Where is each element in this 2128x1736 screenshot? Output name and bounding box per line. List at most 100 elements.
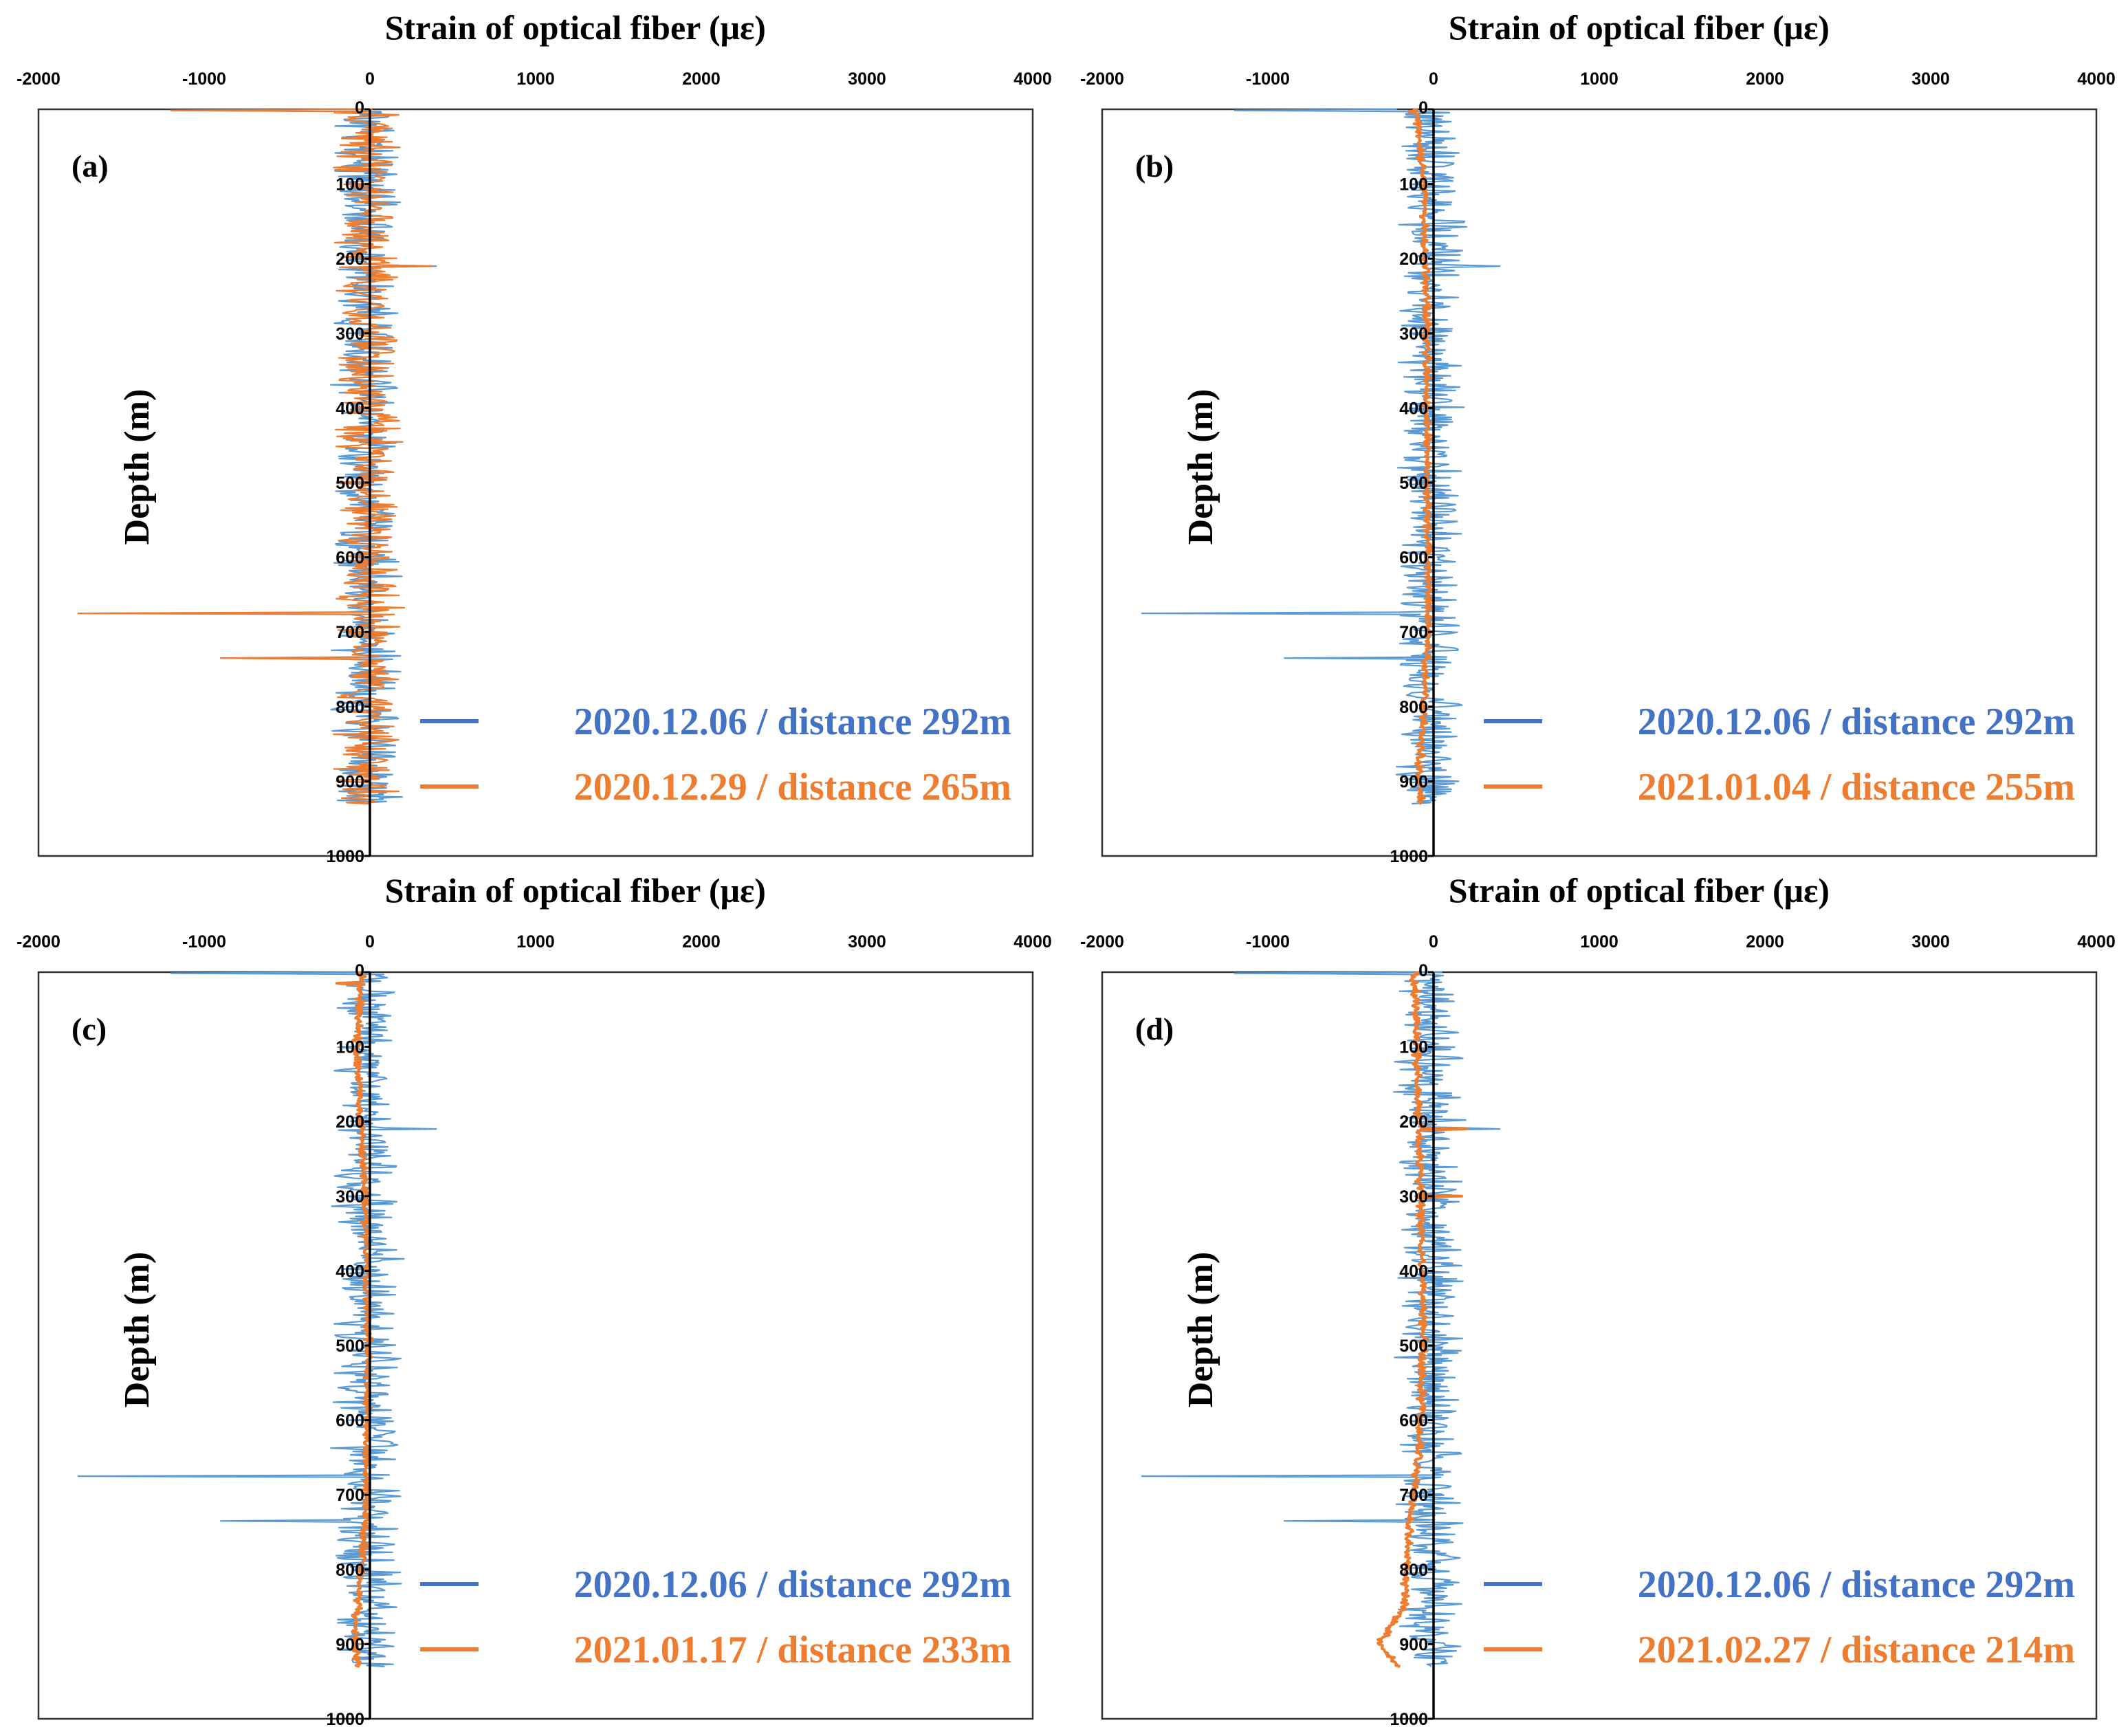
- y-tick-label: 600: [1399, 1411, 1428, 1431]
- y-tick-label: 800: [1399, 698, 1428, 717]
- legend-label-blue: 2020.12.06 / distance 292m: [574, 701, 1011, 743]
- y-axis-label: Depth (m): [118, 1252, 157, 1408]
- series-line-blue: [77, 971, 437, 1668]
- y-tick-label: 500: [1399, 474, 1428, 493]
- y-axis-label: Depth (m): [1181, 389, 1220, 545]
- y-tick-label: 1000: [326, 847, 364, 866]
- chart-panel-d: Strain of optical fiber (με) -2000 -1000 0 1…: [1080, 871, 2116, 1729]
- chart-title: Strain of optical fiber (με): [1449, 871, 1830, 910]
- x-tick-label: -1000: [182, 932, 226, 952]
- panel-label: (a): [72, 149, 109, 184]
- x-tick-label: 1000: [1580, 69, 1619, 89]
- legend-label-orange: 2021.02.27 / distance 214m: [1638, 1629, 2075, 1671]
- x-tick-label: 3000: [1911, 69, 1950, 89]
- y-tick-label: 400: [336, 1262, 364, 1281]
- y-tick-label: 400: [1399, 399, 1428, 418]
- y-tick-label: 200: [1399, 250, 1428, 269]
- x-tick-label: -2000: [17, 69, 61, 89]
- chart-title: Strain of optical fiber (με): [385, 871, 766, 910]
- panel-label: (d): [1135, 1011, 1174, 1046]
- x-tick-label: 4000: [1013, 932, 1052, 952]
- y-tick-label: 1000: [1390, 847, 1428, 866]
- y-tick-label: 0: [355, 961, 364, 980]
- y-tick-label: 1000: [326, 1710, 364, 1729]
- y-tick-label: 1000: [1390, 1710, 1428, 1729]
- y-tick-label: 200: [336, 1112, 364, 1132]
- y-tick-label: 900: [336, 1635, 364, 1654]
- chart-panel-c: Strain of optical fiber (με) -2000 -1000 0 1…: [17, 871, 1052, 1729]
- y-tick-label: 300: [336, 1187, 364, 1207]
- y-tick-label: 0: [355, 98, 364, 118]
- panel-label: (c): [72, 1011, 107, 1046]
- x-tick-label: 2000: [682, 932, 721, 952]
- x-tick-label: 4000: [2077, 932, 2116, 952]
- plot-frame: [1101, 971, 2098, 1720]
- series-line-orange: [77, 108, 434, 805]
- y-tick-label: 400: [336, 399, 364, 418]
- y-tick-label: 700: [336, 623, 364, 642]
- x-tick-label: 0: [365, 69, 375, 89]
- x-tick-label: 0: [365, 932, 375, 952]
- y-tick-label: 600: [1399, 549, 1428, 568]
- legend-label-blue: 2020.12.06 / distance 292m: [1638, 1563, 2075, 1606]
- y-tick-label: 0: [1418, 98, 1428, 118]
- chart-title: Strain of optical fiber (με): [1449, 8, 1830, 47]
- legend-label-blue: 2020.12.06 / distance 292m: [1638, 701, 2075, 743]
- y-tick-label: 100: [336, 1038, 364, 1057]
- y-tick-label: 700: [336, 1486, 364, 1505]
- y-tick-label: 600: [336, 549, 364, 568]
- x-tick-label: -2000: [17, 932, 61, 952]
- y-tick-label: 500: [1399, 1337, 1428, 1356]
- chart-panel-b: Strain of optical fiber (με) -2000 -1000 0 1…: [1080, 8, 2116, 866]
- plot-frame: [37, 108, 1034, 857]
- y-axis-label: Depth (m): [1181, 1252, 1220, 1408]
- x-tick-label: -1000: [1246, 69, 1290, 89]
- y-tick-label: 300: [1399, 1187, 1428, 1207]
- y-tick-label: 200: [336, 250, 364, 269]
- x-tick-label: 0: [1429, 69, 1438, 89]
- legend-label-orange: 2020.12.29 / distance 265m: [574, 766, 1011, 809]
- y-tick-label: 900: [336, 772, 364, 791]
- x-tick-label: -2000: [1080, 932, 1124, 952]
- y-tick-label: 600: [336, 1411, 364, 1431]
- y-tick-label: 500: [336, 1337, 364, 1356]
- x-tick-label: 4000: [2077, 69, 2116, 89]
- legend-label-orange: 2021.01.17 / distance 233m: [574, 1629, 1011, 1671]
- y-tick-label: 200: [1399, 1112, 1428, 1132]
- plot-frame: [1101, 108, 2098, 857]
- y-tick-label: 100: [1399, 1038, 1428, 1057]
- x-tick-label: 0: [1429, 932, 1438, 952]
- y-tick-label: 300: [336, 325, 364, 344]
- chart-title: Strain of optical fiber (με): [385, 8, 766, 47]
- x-tick-label: 3000: [848, 932, 886, 952]
- series-line-orange: [1407, 108, 1434, 805]
- y-tick-label: 900: [1399, 772, 1428, 791]
- y-tick-label: 700: [1399, 1486, 1428, 1505]
- legend-label-blue: 2020.12.06 / distance 292m: [574, 1563, 1011, 1606]
- x-tick-label: 1000: [516, 932, 555, 952]
- x-tick-label: -2000: [1080, 69, 1124, 89]
- legend-label-orange: 2021.01.04 / distance 255m: [1638, 766, 2075, 809]
- x-tick-label: 3000: [1911, 932, 1950, 952]
- y-tick-label: 100: [1399, 175, 1428, 195]
- x-tick-label: 1000: [516, 69, 555, 89]
- y-tick-label: 400: [1399, 1262, 1428, 1281]
- series-line-orange: [1376, 971, 1469, 1668]
- chart-panel-a: Strain of optical fiber (με) -2000 -1000 0 1…: [17, 8, 1052, 866]
- y-tick-label: 800: [336, 698, 364, 717]
- y-tick-label: 900: [1399, 1635, 1428, 1654]
- x-tick-label: 4000: [1013, 69, 1052, 89]
- x-tick-label: 2000: [1746, 932, 1784, 952]
- y-tick-label: 800: [336, 1561, 364, 1580]
- x-tick-label: 2000: [1746, 69, 1784, 89]
- panel-label: (b): [1135, 149, 1174, 184]
- x-tick-label: 3000: [848, 69, 886, 89]
- x-tick-label: -1000: [182, 69, 226, 89]
- y-tick-label: 700: [1399, 623, 1428, 642]
- y-axis-label: Depth (m): [118, 389, 157, 545]
- plot-frame: [37, 971, 1034, 1720]
- x-tick-label: 2000: [682, 69, 721, 89]
- y-tick-label: 300: [1399, 325, 1428, 344]
- x-tick-label: 1000: [1580, 932, 1619, 952]
